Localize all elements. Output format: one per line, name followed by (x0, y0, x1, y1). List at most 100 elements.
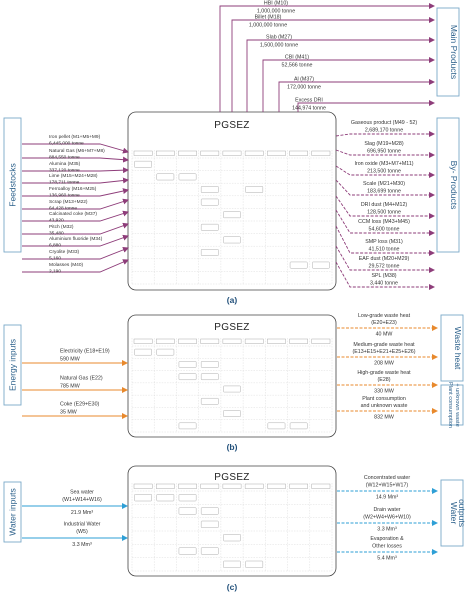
water-output-amount: 3.3 Mm³ (377, 527, 397, 533)
water-output-amount: 14.9 Mm³ (376, 495, 399, 501)
grid-a-process-unit (134, 160, 152, 168)
grid-a-header-cell (156, 150, 175, 156)
main-product-name: Slab (M27) (266, 35, 292, 41)
grid-a-process-unit (223, 236, 241, 244)
water-outputs: Concentrated water (W12+W15+W17) 14.9 Mm³ D… (337, 475, 438, 562)
by-product-amount: 2,689,170 tonne (365, 128, 403, 134)
water-output-name: Drain water (373, 507, 400, 513)
feedstock-amount: 136,960 tonne (49, 193, 80, 199)
grid-b-process-unit (134, 348, 152, 356)
by-product-arrow (335, 261, 435, 290)
by-product-name: Scale (M21+M30) (363, 181, 405, 187)
feedstock-name: Pitch (M32) (49, 224, 74, 230)
grid-b-header-cell (156, 338, 175, 344)
by-products-label: By- Products (449, 161, 459, 210)
main-product-amount: 172,000 tonne (287, 85, 321, 91)
grid-c-process-unit (156, 494, 175, 502)
grid-c-header-cell (267, 483, 286, 489)
by-product-amount: 128,500 tonne (367, 210, 401, 216)
by-product-amount: 3,440 tonne (370, 281, 398, 287)
water-inputs: Sea water(W1+W14+W16) 21.9 Mm³ Industrial … (22, 490, 128, 548)
feedstock-name: Natural Gas (M6+M7+M8) (49, 148, 105, 154)
grid-c-header-cell (289, 483, 308, 489)
water-input-name: Industrial Water (64, 522, 101, 528)
grid-b-process-unit (178, 361, 197, 368)
grid-a-header-cell (178, 150, 197, 156)
main-product-name: HBI (M10) (264, 1, 288, 7)
feedstock-amount: 6,445,000 tonne (49, 141, 84, 147)
energy-outputs: Low-grade waste heat(E20+E23) 40 MW Medium… (337, 313, 438, 421)
feedstock-name: Cryolite (M33) (49, 249, 80, 255)
process-grid-b (131, 338, 333, 433)
water-outputs-label-2: outputs (457, 499, 467, 527)
energy-output-code: (E20+E23) (371, 320, 397, 326)
grid-c-header-cell (222, 483, 242, 489)
feedstock-arrow (22, 234, 129, 247)
grid-a-process-unit (200, 198, 219, 206)
main-product-name: Billet (M18) (255, 15, 282, 21)
grid-b-process-unit (178, 422, 197, 430)
water-output-amount: 5.4 Mm³ (377, 556, 397, 562)
by-product-name: Gaseous product (M49 - 52) (351, 120, 417, 126)
plant-consumption-label-2: + unknown waste (454, 383, 460, 426)
feedstock-amount: 2,190 (49, 269, 61, 275)
feedstock-arrow (22, 222, 129, 235)
by-products-category-box (436, 117, 460, 253)
energy-inputs-category-box (3, 324, 22, 406)
grid-b-process-unit (200, 373, 219, 380)
main-product-amount: 144,974 tonne (292, 106, 326, 112)
plant-consumption-label-1: Plant consumption (447, 382, 453, 428)
grid-c-process-unit (134, 494, 152, 502)
by-product-name: DRI dust (M4+M12) (361, 202, 408, 208)
feedstock-amount: 43,920 (49, 218, 64, 224)
main-product-amount: 1,000,000 tonne (249, 23, 287, 29)
grid-b-header-cell (289, 338, 308, 344)
energy-output-code: and unknown waste (361, 403, 408, 409)
energy-input-amount: 785 MW (60, 384, 80, 390)
energy-output-amount: 832 MW (374, 415, 394, 421)
by-product-amount: 213,500 tonne (367, 169, 401, 175)
water-inputs-category-box (3, 481, 22, 543)
feedstock-amount: 64,428 tonne (49, 206, 77, 212)
by-product-name: SPL (M38) (371, 273, 396, 279)
water-input-code: (W1+W14+W16) (62, 497, 102, 503)
feedstock-amount: 337,120 tonne (49, 168, 80, 174)
grid-b-process-unit (223, 410, 241, 417)
waste-heat-category-box (440, 314, 464, 382)
grid-b-process-unit (200, 361, 219, 368)
feedstock-arrow (22, 177, 129, 184)
water-output-name: Evaporation & (370, 536, 404, 542)
grid-c-header-cell (311, 483, 331, 489)
grid-b-process-unit (156, 348, 175, 356)
feedstock-name: Aluminium fluoride (M34) (49, 236, 103, 242)
energy-output-code: (E13+E15+E21+E25+E26) (352, 349, 415, 355)
grid-c-process-unit (223, 534, 241, 542)
panel-a-letter: (a) (227, 295, 238, 305)
water-input-name: Sea water (70, 490, 94, 496)
by-product-arrow (335, 179, 435, 198)
by-product-name: EAF dust (M20+M29) (359, 256, 410, 262)
by-product-arrow (335, 209, 435, 236)
grid-b-header-cell (311, 338, 331, 344)
grid-a-process-unit (200, 223, 219, 231)
by-product-name: Iron oxide (M3+M7+M11) (354, 161, 413, 167)
grid-c-header-cell (200, 483, 220, 489)
grid-b-header-cell (244, 338, 264, 344)
main-product-name: CBI (M41) (285, 55, 309, 61)
feedstock-name: Iron pellet (M1+M5+M9) (49, 134, 101, 140)
main-product-arrow (262, 57, 435, 112)
main-products-category-box (436, 7, 460, 97)
energy-output-amount: 40 MW (376, 332, 393, 338)
grid-b-header-cell (222, 338, 242, 344)
feedstock-arrow (22, 167, 129, 174)
grid-b-process-unit (200, 398, 219, 405)
grid-a-header-cell (311, 150, 331, 156)
water-inputs-label: Water inputs (8, 488, 18, 535)
energy-output-amount: 208 MW (374, 361, 394, 367)
feedstock-arrow (22, 188, 129, 197)
grid-a-header-cell (133, 150, 153, 156)
by-product-arrow (335, 225, 435, 256)
feedstock-amount: 6,880 (49, 243, 61, 249)
main-product-arrow (297, 100, 435, 112)
by-product-amount: 29,572 tonne (369, 264, 400, 270)
